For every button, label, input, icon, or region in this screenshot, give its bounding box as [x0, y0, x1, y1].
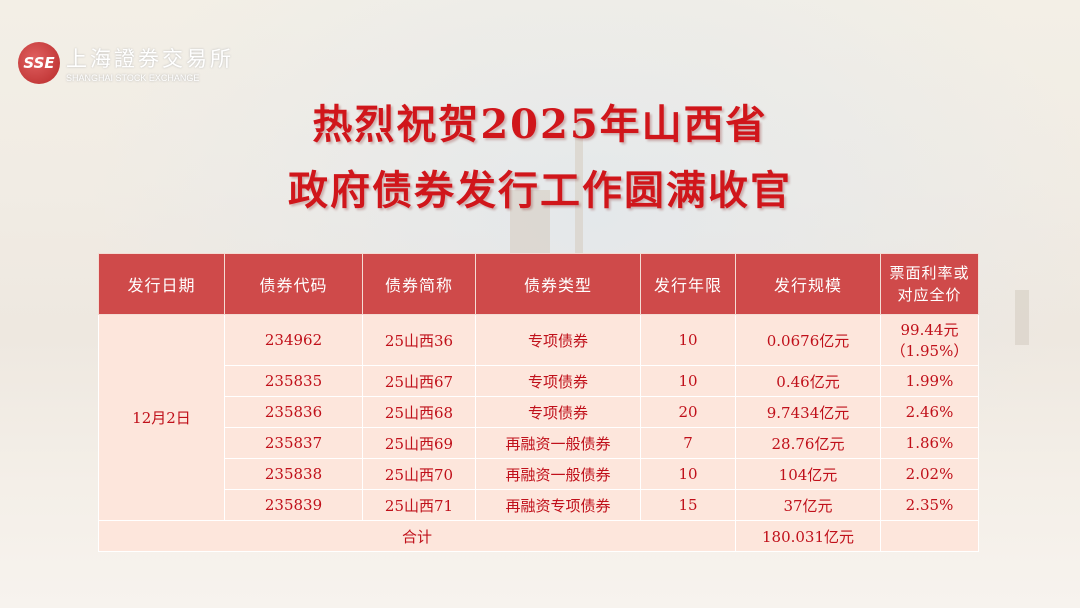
- table-row: 12月2日 234962 25山西36 专项债券 10 0.0676亿元 99.44元 （1.…: [98, 314, 979, 521]
- header-date: 发行日期: [98, 253, 225, 315]
- header-rate: 票面利率或对应全价: [880, 253, 979, 315]
- cell-code: 234962: [224, 314, 363, 366]
- cell-term: 10: [640, 458, 736, 490]
- cell-term: 20: [640, 396, 736, 428]
- table-row: 235838 25山西70 再融资一般债券 10 104亿元 2.02%: [99, 458, 979, 490]
- sse-logo-icon: SSE: [18, 42, 60, 84]
- cell-code: 235839: [224, 489, 363, 521]
- cell-type: 再融资一般债券: [475, 458, 641, 490]
- logo-cn: 上海證券交易所: [66, 47, 234, 71]
- cell-rate: 2.02%: [880, 458, 979, 490]
- cell-name: 25山西69: [362, 427, 476, 459]
- total-rate-empty: [880, 520, 979, 552]
- cell-size: 37亿元: [735, 489, 881, 521]
- cell-size: 0.46亿元: [735, 365, 881, 397]
- header-code: 债券代码: [224, 253, 363, 315]
- logo-en: SHANGHAI STOCK EXCHANGE: [66, 73, 200, 83]
- table-row: 235837 25山西69 再融资一般债券 7 28.76亿元 1.86%: [99, 427, 979, 459]
- cell-code: 235836: [224, 396, 363, 428]
- bond-table: 发行日期 债券代码 债券简称 债券类型 发行年限 发行规模 票面利率或对应全价 …: [98, 253, 979, 552]
- cell-name: 25山西36: [362, 314, 476, 366]
- cell-term: 10: [640, 365, 736, 397]
- table-row: 235836 25山西68 专项债券 20 9.7434亿元 2.46%: [99, 396, 979, 428]
- cell-name: 25山西67: [362, 365, 476, 397]
- table-row: 235835 25山西67 专项债券 10 0.46亿元 1.99%: [99, 365, 979, 397]
- cell-term: 7: [640, 427, 736, 459]
- cell-name: 25山西68: [362, 396, 476, 428]
- cell-date: 12月2日: [98, 314, 225, 521]
- cell-type: 再融资一般债券: [475, 427, 641, 459]
- cell-type: 专项债券: [475, 396, 641, 428]
- table-header: 发行日期 债券代码 债券简称 债券类型 发行年限 发行规模 票面利率或对应全价: [98, 253, 979, 315]
- cell-rate: 99.44元 （1.95%）: [880, 314, 979, 366]
- header-type: 债券类型: [475, 253, 641, 315]
- cell-type: 再融资专项债券: [475, 489, 641, 521]
- cell-rate-price: 99.44元: [900, 321, 959, 339]
- cell-code: 235835: [224, 365, 363, 397]
- cell-size: 28.76亿元: [735, 427, 881, 459]
- cell-code: 235837: [224, 427, 363, 459]
- cell-term: 10: [640, 314, 736, 366]
- cell-size: 0.0676亿元: [735, 314, 881, 366]
- total-size: 180.031亿元: [735, 520, 881, 552]
- header-size: 发行规模: [735, 253, 881, 315]
- cell-rate: 1.99%: [880, 365, 979, 397]
- header-name: 债券简称: [362, 253, 476, 315]
- header-term: 发行年限: [640, 253, 736, 315]
- cell-rate: 2.35%: [880, 489, 979, 521]
- cell-term: 15: [640, 489, 736, 521]
- tower-silhouette: [575, 120, 583, 255]
- cell-rate: 2.46%: [880, 396, 979, 428]
- sse-logo: SSE 上海證券交易所 SHANGHAI STOCK EXCHANGE: [18, 42, 234, 84]
- cell-type: 专项债券: [475, 365, 641, 397]
- cell-size: 9.7434亿元: [735, 396, 881, 428]
- total-label: 合计: [98, 520, 736, 552]
- cell-type: 专项债券: [475, 314, 641, 366]
- building-silhouette: [510, 190, 550, 255]
- cell-rate: 1.86%: [880, 427, 979, 459]
- title-line-2: 政府债券发行工作圆满收官: [288, 167, 792, 214]
- building-silhouette: [1015, 290, 1029, 345]
- table-row: 235839 25山西71 再融资专项债券 15 37亿元 2.35%: [99, 489, 979, 521]
- cell-rate-percent: （1.95%）: [890, 342, 969, 360]
- cell-code: 235838: [224, 458, 363, 490]
- total-row: 合计 180.031亿元: [98, 520, 979, 552]
- cell-name: 25山西70: [362, 458, 476, 490]
- cell-name: 25山西71: [362, 489, 476, 521]
- cell-size: 104亿元: [735, 458, 881, 490]
- title-line-1: 热烈祝贺2025年山西省: [312, 101, 768, 148]
